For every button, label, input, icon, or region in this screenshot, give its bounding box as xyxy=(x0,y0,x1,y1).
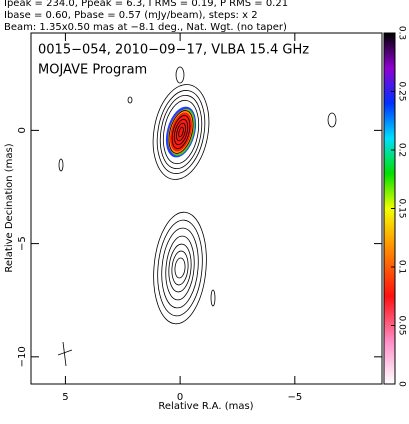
contour-map: 0015−054, 2010−09−17, VLBA 15.4 GHz MOJA… xyxy=(38,43,337,367)
x-tick-label: 5 xyxy=(62,392,68,403)
x-axis-label: Relative R.A. (mas) xyxy=(158,401,253,412)
colorbar-tick-label: 0.25 xyxy=(397,81,407,101)
plot-frame xyxy=(30,32,383,385)
y-axis-label: Relative Decination (mas) xyxy=(4,143,15,272)
header-line: Ibase = 0.60, Pbase = 0.57 (mJy/beam), s… xyxy=(4,10,258,21)
colorbar-tick-label: 0.15 xyxy=(397,198,407,218)
x-tick-label: −5 xyxy=(287,392,302,403)
y-tick-label: 0 xyxy=(17,127,28,133)
plot-subtitle: MOJAVE Program xyxy=(38,63,147,78)
colorbar-tick-label: 0.2 xyxy=(397,143,407,157)
x-tick-label: 0 xyxy=(177,392,183,403)
colorbar-tick-label: 0.05 xyxy=(397,315,407,335)
y-tick-label: −10 xyxy=(17,346,28,367)
plot-title: 0015−054, 2010−09−17, VLBA 15.4 GHz xyxy=(38,43,309,58)
colorbar-tick-label: 0.3 xyxy=(397,26,407,40)
header-line: Beam: 1.35x0.50 mas at −8.1 deg., Nat. W… xyxy=(4,22,287,33)
colorbar-tick-label: 0 xyxy=(397,381,407,387)
colorbar-tick-label: 0.1 xyxy=(397,260,407,274)
header-line: Ipeak = 234.0, Ppeak = 6.3, I RMS = 0.19… xyxy=(4,0,288,9)
y-tick-label: −5 xyxy=(17,236,28,251)
